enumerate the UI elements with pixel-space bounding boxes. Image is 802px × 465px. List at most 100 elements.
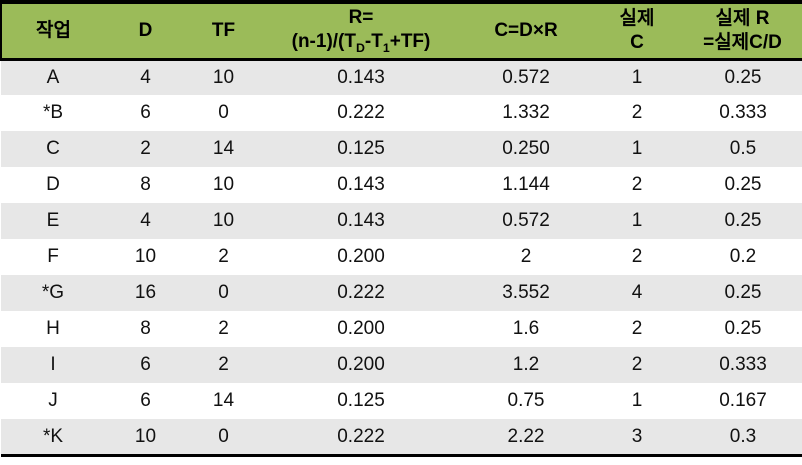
cell-d: 4 <box>105 59 186 96</box>
cell-tf: 0 <box>186 419 261 457</box>
table-row: *B 6 0 0.222 1.332 2 0.333 <box>1 95 802 132</box>
cell-c: 2.22 <box>461 419 591 457</box>
cell-actual_r: 0.167 <box>683 383 802 420</box>
col-header-actual-c-line1: 실제 <box>619 8 655 30</box>
cell-task: F <box>1 239 105 276</box>
cell-actual_c: 2 <box>591 167 683 204</box>
cell-actual_c: 1 <box>591 383 683 420</box>
cell-r: 0.143 <box>261 203 461 240</box>
cell-task: E <box>1 203 105 240</box>
cell-c: 0.250 <box>461 131 591 168</box>
col-header-task: 작업 <box>0 0 105 61</box>
cell-d: 6 <box>105 383 186 420</box>
col-header-actual-r-line2: =실제C/D <box>703 31 782 53</box>
cell-actual_c: 3 <box>591 419 683 457</box>
cell-c: 0.572 <box>461 203 591 240</box>
cell-actual_c: 2 <box>591 239 683 276</box>
cell-d: 8 <box>105 167 186 204</box>
cell-r: 0.143 <box>261 59 461 96</box>
cell-d: 8 <box>105 311 186 348</box>
table-row: C 2 14 0.125 0.250 1 0.5 <box>1 131 802 168</box>
cell-c: 2 <box>461 239 591 276</box>
col-header-tf: TF <box>186 0 261 61</box>
col-header-task-label: 작업 <box>36 20 71 42</box>
cell-tf: 2 <box>186 347 261 384</box>
cell-r: 0.222 <box>261 95 461 132</box>
cell-actual_r: 0.25 <box>683 167 802 204</box>
cell-actual_r: 0.25 <box>683 275 802 312</box>
table-row: E 4 10 0.143 0.572 1 0.25 <box>1 203 802 240</box>
r-formula-line1: R= <box>348 7 374 28</box>
table-row: F 10 2 0.200 2 2 0.2 <box>1 239 802 276</box>
cell-c: 0.572 <box>461 59 591 96</box>
cell-tf: 10 <box>186 167 261 204</box>
cell-actual_r: 0.25 <box>683 311 802 348</box>
cell-actual_r: 0.2 <box>683 239 802 276</box>
cell-task: *K <box>1 419 105 457</box>
cell-c: 3.552 <box>461 275 591 312</box>
cell-tf: 14 <box>186 383 261 420</box>
cell-actual_r: 0.3 <box>683 419 802 457</box>
cell-d: 10 <box>105 239 186 276</box>
col-header-actual-r-line1: 실제 R <box>715 8 770 30</box>
table-row: D 8 10 0.143 1.144 2 0.25 <box>1 167 802 204</box>
cell-r: 0.200 <box>261 239 461 276</box>
cell-c: 1.6 <box>461 311 591 348</box>
cell-actual_r: 0.333 <box>683 95 802 132</box>
cell-tf: 0 <box>186 275 261 312</box>
cell-task: H <box>1 311 105 348</box>
cell-c: 1.332 <box>461 95 591 132</box>
table-row: I 6 2 0.200 1.2 2 0.333 <box>1 347 802 384</box>
col-header-r-formula: R= (n-1)/(TD-T1+TF) <box>261 0 461 61</box>
cell-r: 0.200 <box>261 311 461 348</box>
col-header-actual-c-line2: C <box>630 31 644 53</box>
cell-r: 0.200 <box>261 347 461 384</box>
cell-actual_c: 4 <box>591 275 683 312</box>
header-row: 작업 D TF R= (n-1)/(TD-T1+TF) C=D×R 실제 C 실… <box>0 0 802 61</box>
cell-task: I <box>1 347 105 384</box>
r-formula-line2: (n-1)/(TD-T1+TF) <box>291 30 431 55</box>
col-header-tf-label: TF <box>211 20 236 42</box>
cell-r: 0.125 <box>261 383 461 420</box>
cell-task: *B <box>1 95 105 132</box>
cell-actual_c: 2 <box>591 347 683 384</box>
cell-actual_r: 0.25 <box>683 59 802 96</box>
cell-d: 6 <box>105 95 186 132</box>
cell-d: 16 <box>105 275 186 312</box>
cell-r: 0.222 <box>261 275 461 312</box>
cell-c: 0.75 <box>461 383 591 420</box>
cell-actual_r: 0.5 <box>683 131 802 168</box>
cell-task: J <box>1 383 105 420</box>
cell-actual_c: 2 <box>591 311 683 348</box>
cell-d: 10 <box>105 419 186 457</box>
table-row: H 8 2 0.200 1.6 2 0.25 <box>1 311 802 348</box>
table-row: J 6 14 0.125 0.75 1 0.167 <box>1 383 802 420</box>
cell-tf: 2 <box>186 239 261 276</box>
cell-task: D <box>1 167 105 204</box>
cell-c: 1.2 <box>461 347 591 384</box>
col-header-c: C=D×R <box>461 0 591 61</box>
cell-task: *G <box>1 275 105 312</box>
table-row: *G 16 0 0.222 3.552 4 0.25 <box>1 275 802 312</box>
col-header-d: D <box>105 0 186 61</box>
cell-d: 6 <box>105 347 186 384</box>
cell-d: 2 <box>105 131 186 168</box>
col-header-actual-c: 실제 C <box>591 0 683 61</box>
col-header-actual-r: 실제 R =실제C/D <box>683 0 802 61</box>
cell-actual_c: 1 <box>591 59 683 96</box>
cell-tf: 10 <box>186 59 261 96</box>
cell-d: 4 <box>105 203 186 240</box>
cell-r: 0.125 <box>261 131 461 168</box>
cell-task: C <box>1 131 105 168</box>
cell-actual_c: 2 <box>591 95 683 132</box>
cell-c: 1.144 <box>461 167 591 204</box>
cell-task: A <box>1 59 105 96</box>
col-header-d-label: D <box>138 20 153 42</box>
table-body: A 4 10 0.143 0.572 1 0.25 *B 6 0 0.222 1.332 2 0.333 C… <box>1 59 802 457</box>
col-header-c-label: C=D×R <box>494 20 558 42</box>
cell-r: 0.143 <box>261 167 461 204</box>
cell-tf: 10 <box>186 203 261 240</box>
cell-tf: 14 <box>186 131 261 168</box>
cell-actual_c: 1 <box>591 203 683 240</box>
